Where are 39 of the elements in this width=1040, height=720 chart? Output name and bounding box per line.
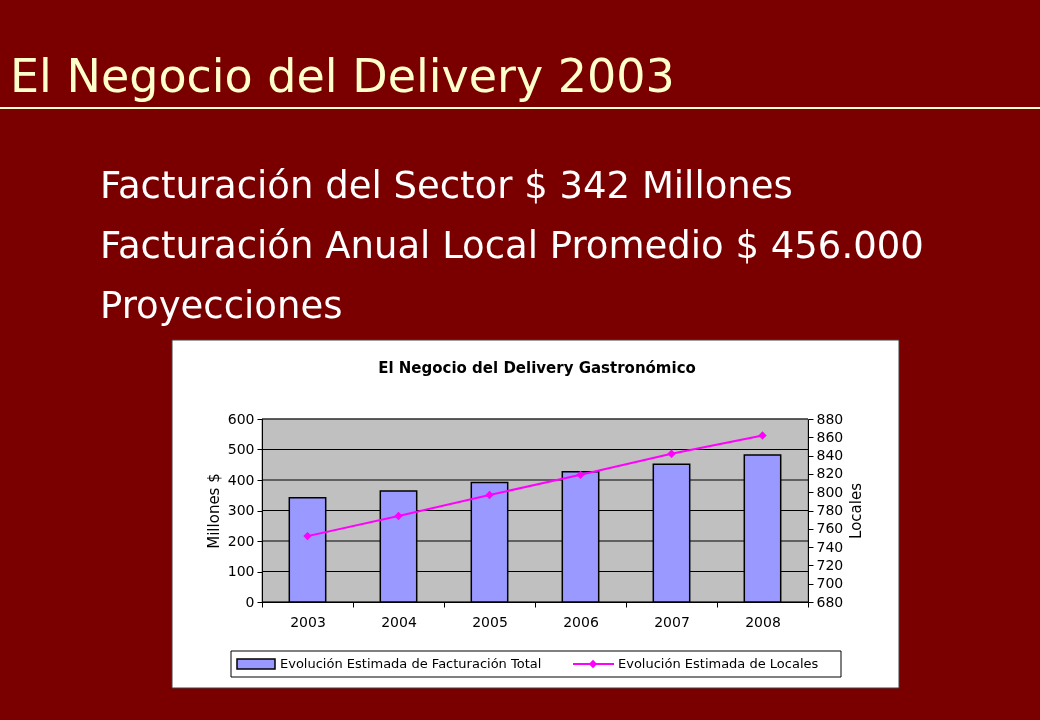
point: [485, 490, 494, 500]
y2-tick-label: 760: [816, 520, 844, 537]
x-tick-label: 2006: [563, 613, 599, 630]
y2-tick-label: 720: [816, 556, 844, 573]
y-tick-label: 500: [227, 441, 255, 457]
y2-tick-label: 880: [816, 410, 844, 427]
y2-tick-label: 740: [816, 538, 844, 555]
x-tick-label: 2005: [472, 613, 508, 630]
x-tick-label: 2008: [745, 613, 781, 630]
point: [394, 511, 403, 521]
y-tick-label: 200: [227, 532, 255, 549]
legend-label: Evolución Estimada de Facturación Total: [280, 656, 542, 671]
y2-axis-title: Locales: [847, 482, 866, 539]
y2-tick-label: 840: [816, 447, 844, 464]
point: [303, 531, 312, 541]
y-tick-label: 100: [227, 563, 255, 579]
x-tick-label: 2004: [381, 613, 417, 630]
point: [758, 431, 767, 440]
text: Facturación del Sector $ 342 Millones: [100, 164, 793, 207]
y2-tick-label: 700: [816, 575, 844, 592]
text: Facturación Anual Local Promedio $ 456.000: [100, 224, 924, 267]
y2-tick-label: 800: [816, 483, 844, 500]
y-tick-label: 400: [227, 471, 255, 488]
y-tick-label: 300: [227, 502, 255, 518]
x-tick-label: 2003: [290, 613, 326, 630]
point: [576, 470, 585, 479]
y-axis-title: Millones $: [204, 473, 223, 549]
text: Proyecciones: [100, 284, 343, 327]
y2-tick-label: 820: [816, 465, 844, 482]
point: [667, 449, 676, 458]
y2-tick-label: 680: [816, 593, 844, 610]
y2-tick-label: 780: [816, 502, 844, 518]
chart-subtitle: El Negocio del Delivery Gastronómico: [378, 359, 696, 377]
x-tick-label: 2007: [654, 613, 690, 630]
legend-label: Evolución Estimada de Locales: [618, 656, 819, 671]
y-tick-label: 0: [245, 593, 255, 610]
y-tick-label: 600: [227, 410, 255, 427]
chart-title: El Negocio del Delivery 2003: [10, 49, 675, 103]
y2-tick-label: 860: [816, 428, 844, 445]
